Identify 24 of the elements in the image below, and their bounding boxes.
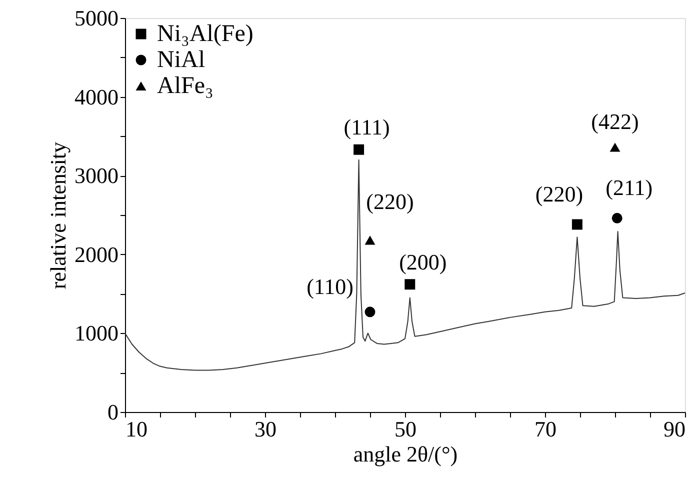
legend-label: Ni₃Al(Fe) xyxy=(157,21,254,47)
legend-label: AlFe₃ xyxy=(157,73,214,99)
legend-label: NiAl xyxy=(157,47,206,73)
y-axis-title: relative intensity xyxy=(46,142,70,290)
x-tick-label: 10 xyxy=(126,416,148,442)
y-tick-label: 1000 xyxy=(74,320,118,346)
x-axis-title: angle 2θ/(°) xyxy=(353,442,458,466)
x-tick-label: 70 xyxy=(534,416,556,442)
annotation: (422) xyxy=(591,109,639,134)
line-series xyxy=(124,159,686,371)
x-tick-label: 50 xyxy=(394,416,416,442)
y-tick-label: 5000 xyxy=(74,6,118,30)
y-tick-label: 3000 xyxy=(74,163,118,188)
annotation: (211) xyxy=(606,175,653,200)
annotation: (110) xyxy=(306,274,354,299)
annotation: (220) xyxy=(535,181,584,206)
y-tick-label: 2000 xyxy=(74,242,118,267)
y-tick-label: 4000 xyxy=(74,84,118,110)
y-tick-label: 0 xyxy=(108,400,118,424)
annotation: (200) xyxy=(399,249,447,274)
x-tick-label: 90 xyxy=(664,416,686,442)
annotation: (111) xyxy=(344,114,390,140)
x-tick-label: 30 xyxy=(254,416,276,442)
annotation: (220) xyxy=(366,189,414,214)
